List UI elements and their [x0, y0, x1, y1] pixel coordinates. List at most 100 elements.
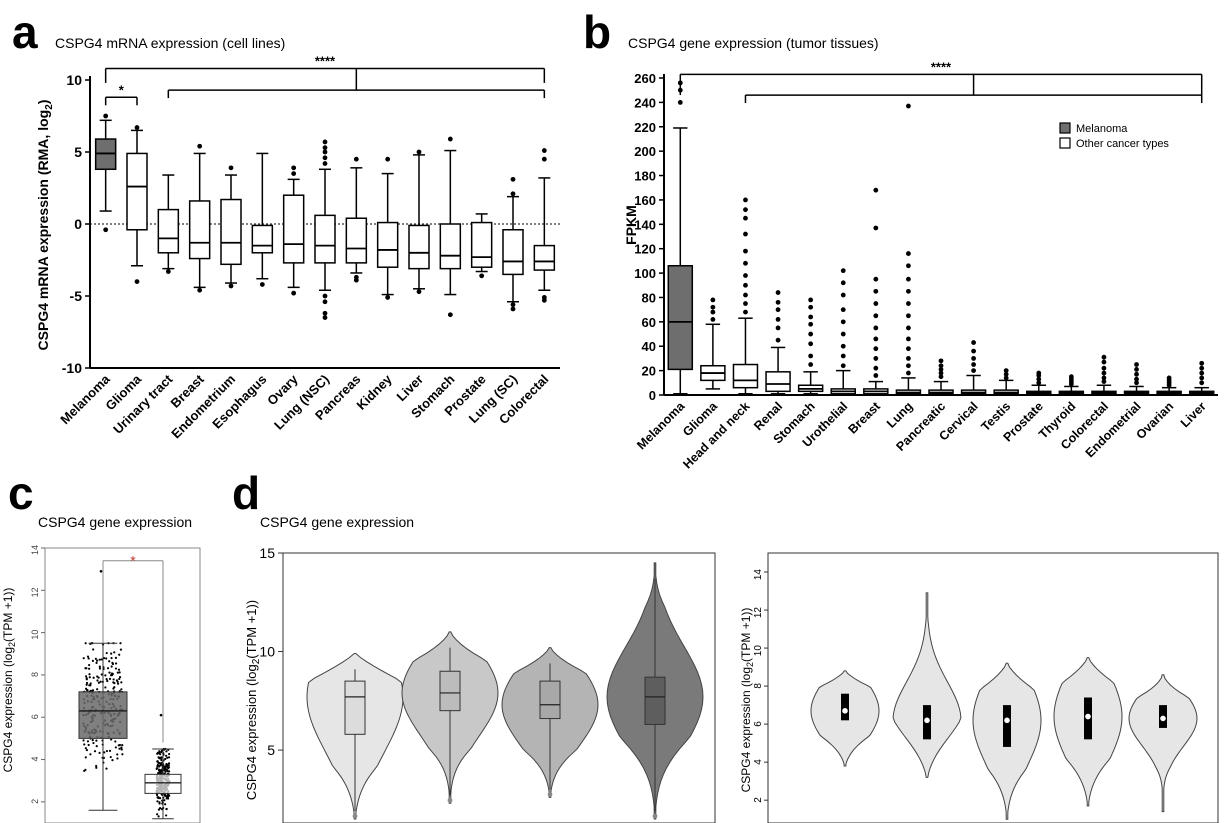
jitter-point: [111, 759, 114, 762]
outlier-point: [353, 156, 359, 162]
panel-d-letter: d: [232, 467, 260, 519]
jitter-point: [165, 754, 168, 757]
box: [841, 693, 849, 721]
jitter-point: [106, 667, 110, 670]
y-tick-label: 10: [259, 644, 275, 660]
legend-label-other: Other cancer types: [1076, 138, 1169, 150]
jitter-point: [165, 807, 168, 811]
legend-swatch-other: [1059, 137, 1071, 149]
box-6: [282, 165, 305, 296]
jitter-point: [163, 799, 166, 802]
outlier-point: [743, 231, 748, 237]
outlier-point: [159, 713, 163, 717]
jitter-point: [116, 757, 119, 760]
outlier-point: [99, 569, 103, 573]
outlier-point: [873, 187, 879, 193]
violin-1: [892, 592, 962, 778]
jitter-point: [156, 813, 159, 816]
outlier-point: [479, 273, 485, 279]
outlier-point: [743, 207, 748, 213]
outlier-point: [906, 363, 911, 369]
jitter-point: [98, 751, 101, 754]
panel-c-ylabel: CSPG4 expression (log2(TPM +1)): [1, 588, 17, 773]
jitter-point: [96, 688, 99, 691]
jitter-point: [96, 659, 99, 662]
outlier-point: [541, 148, 547, 153]
box: [732, 363, 759, 389]
jitter-point: [105, 657, 108, 660]
plot-frame: [44, 547, 201, 823]
jitter-point: [91, 738, 94, 742]
panel-d2-ylabel: CSPG4 expression (log2(TPM +1)): [739, 608, 755, 793]
box-13: [502, 176, 524, 312]
outlier-point: [322, 315, 328, 320]
jitter-point: [121, 753, 124, 756]
jitter-point: [110, 738, 113, 741]
panel-a-letter: a: [12, 6, 38, 58]
outlier-point: [840, 331, 846, 337]
outlier-point: [1134, 376, 1139, 382]
jitter-point: [105, 651, 108, 655]
legend-swatch-melanoma: [1059, 122, 1071, 134]
outlier-point: [322, 149, 328, 155]
outlier-point: [1101, 365, 1107, 371]
jitter-point: [166, 756, 169, 759]
jitter-point: [102, 656, 106, 660]
y-tick-label: 2: [30, 799, 40, 804]
y-tick-label: 0: [74, 216, 82, 232]
y-tick-label: 10: [66, 72, 82, 88]
panel-c-plot: 2 4 6 8 10 12 14 *: [30, 545, 201, 823]
outlier-point: [906, 346, 911, 352]
y-tick-label: 40: [642, 339, 656, 354]
outlier-point: [873, 356, 879, 361]
box-8: [345, 156, 368, 283]
y-tick-label: -10: [62, 360, 82, 376]
box: [502, 229, 524, 276]
jitter-point: [159, 763, 162, 767]
y-tick-label: 10: [753, 645, 764, 657]
box: [314, 214, 336, 264]
outlier-point: [840, 292, 846, 298]
outlier-point: [165, 269, 171, 274]
y-tick-label: 5: [74, 144, 82, 160]
outlier-point: [710, 304, 716, 310]
outlier-point: [906, 288, 911, 294]
outlier-point: [873, 313, 879, 319]
box-0: [667, 80, 694, 395]
outlier-point: [808, 297, 814, 303]
outlier-point: [906, 263, 911, 269]
outlier-point: [710, 297, 716, 303]
jitter-point: [165, 769, 169, 772]
jitter-point: [93, 750, 97, 753]
box: [344, 680, 366, 735]
outlier-point: [416, 149, 422, 155]
box: [345, 217, 368, 264]
jitter-point: [104, 674, 107, 677]
outlier-point: [510, 191, 516, 197]
jitter-point: [164, 794, 167, 797]
jitter-point: [97, 681, 100, 684]
category-label: Kidney: [354, 371, 396, 413]
jitter-point: [118, 676, 122, 679]
box-8: [928, 358, 954, 396]
outlier-point: [197, 287, 203, 293]
jitter-point: [119, 642, 122, 645]
jitter-point: [157, 796, 160, 799]
box-7: [895, 103, 922, 396]
outlier-point: [385, 156, 391, 162]
median-point: [1160, 715, 1166, 722]
significance-label: *: [130, 553, 136, 569]
jitter-point: [92, 676, 95, 679]
box-2: [157, 174, 180, 274]
jitter-point: [158, 801, 161, 804]
outlier-point: [1101, 359, 1107, 365]
jitter-point: [119, 648, 123, 651]
outlier-point: [447, 312, 453, 318]
outlier-point: [134, 279, 140, 284]
y-tick-label: 14: [30, 545, 40, 555]
outlier-point: [322, 293, 328, 299]
jitter-point: [88, 684, 91, 687]
jitter-point: [167, 762, 171, 765]
outlier-point: [840, 307, 846, 313]
outlier-point: [652, 813, 658, 819]
